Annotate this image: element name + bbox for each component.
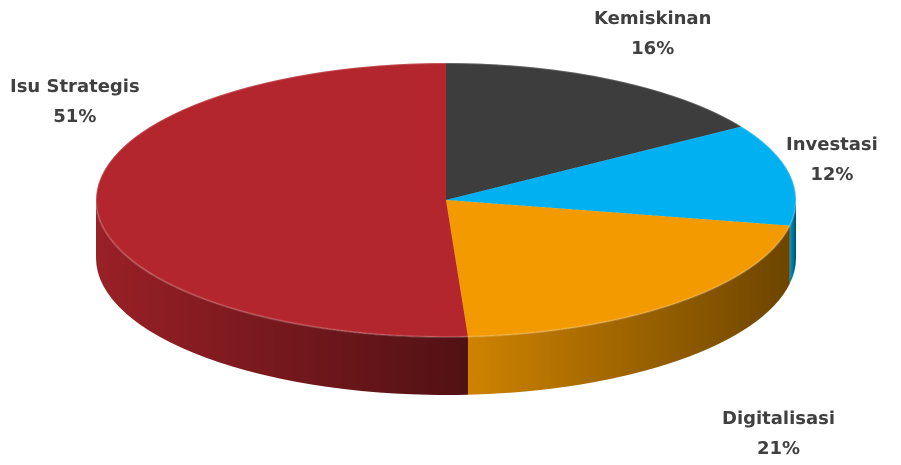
label-digitalisasi: Digitalisasi 21% bbox=[722, 404, 835, 464]
label-isu-strategis: Isu Strategis 51% bbox=[10, 72, 140, 132]
pie-slice-investasi bbox=[446, 126, 797, 226]
pie-slice-digitalisasi bbox=[446, 200, 790, 337]
pie-top bbox=[95, 63, 797, 338]
label-investasi-value: 12% bbox=[810, 164, 854, 185]
pie-side-walls bbox=[96, 200, 796, 396]
label-isu-strategis-name: Isu Strategis bbox=[10, 76, 140, 97]
pie-rim bbox=[95, 62, 797, 338]
label-kemiskinan-value: 16% bbox=[631, 38, 675, 59]
pie-side-3 bbox=[96, 200, 468, 396]
pie-slice-isu-strategis bbox=[95, 63, 468, 338]
label-kemiskinan-name: Kemiskinan bbox=[594, 8, 712, 29]
pie-slice-kemiskinan bbox=[446, 63, 742, 200]
label-isu-strategis-value: 51% bbox=[53, 106, 97, 127]
label-kemiskinan: Kemiskinan 16% bbox=[594, 4, 711, 64]
pie-side-2 bbox=[467, 225, 790, 395]
label-investasi-name: Investasi bbox=[786, 134, 878, 155]
label-digitalisasi-name: Digitalisasi bbox=[722, 408, 836, 429]
pie-side-1 bbox=[789, 200, 796, 284]
label-digitalisasi-value: 21% bbox=[756, 438, 801, 459]
label-investasi: Investasi 12% bbox=[786, 130, 878, 190]
